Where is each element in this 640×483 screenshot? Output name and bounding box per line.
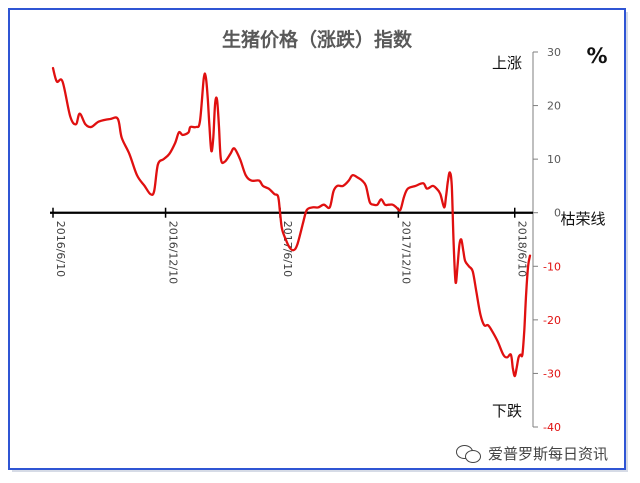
x-tick-label: 2018/6/10	[516, 221, 529, 277]
x-axis: 2016/6/10 2016/12/10 2017/6/10 2017/12/10 20…	[50, 207, 533, 284]
boom-bust-line-label: 枯荣线	[560, 210, 605, 228]
wechat-icon	[456, 443, 482, 463]
up-label: 上涨	[492, 54, 522, 72]
watermark: 爱普罗斯每日资讯	[456, 442, 608, 464]
y-tick-label: 10	[547, 153, 561, 166]
x-tick-label: 2017/12/10	[399, 221, 412, 284]
y-tick-label: -30	[543, 367, 561, 380]
y-tick-label: -10	[543, 260, 561, 273]
y-axis: 30 20 10 0 -10 -20 -30 -40	[532, 46, 561, 434]
watermark-text: 爱普罗斯每日资讯	[488, 444, 609, 463]
unit-label: %	[586, 44, 607, 68]
series-layer	[51, 66, 532, 378]
chart-title: 生猪价格（涨跌）指数	[222, 28, 413, 51]
chart-frame	[8, 8, 626, 470]
y-tick-label: 0	[554, 207, 561, 220]
y-tick-label: -40	[543, 421, 561, 434]
down-label: 下跌	[492, 402, 522, 420]
y-tick-label: 20	[547, 100, 561, 113]
y-tick-label: 30	[547, 46, 561, 59]
series-line	[51, 66, 532, 378]
x-tick-label: 2016/6/10	[54, 221, 67, 277]
x-tick-label: 2016/12/10	[167, 221, 180, 284]
y-tick-label: -20	[543, 314, 561, 327]
